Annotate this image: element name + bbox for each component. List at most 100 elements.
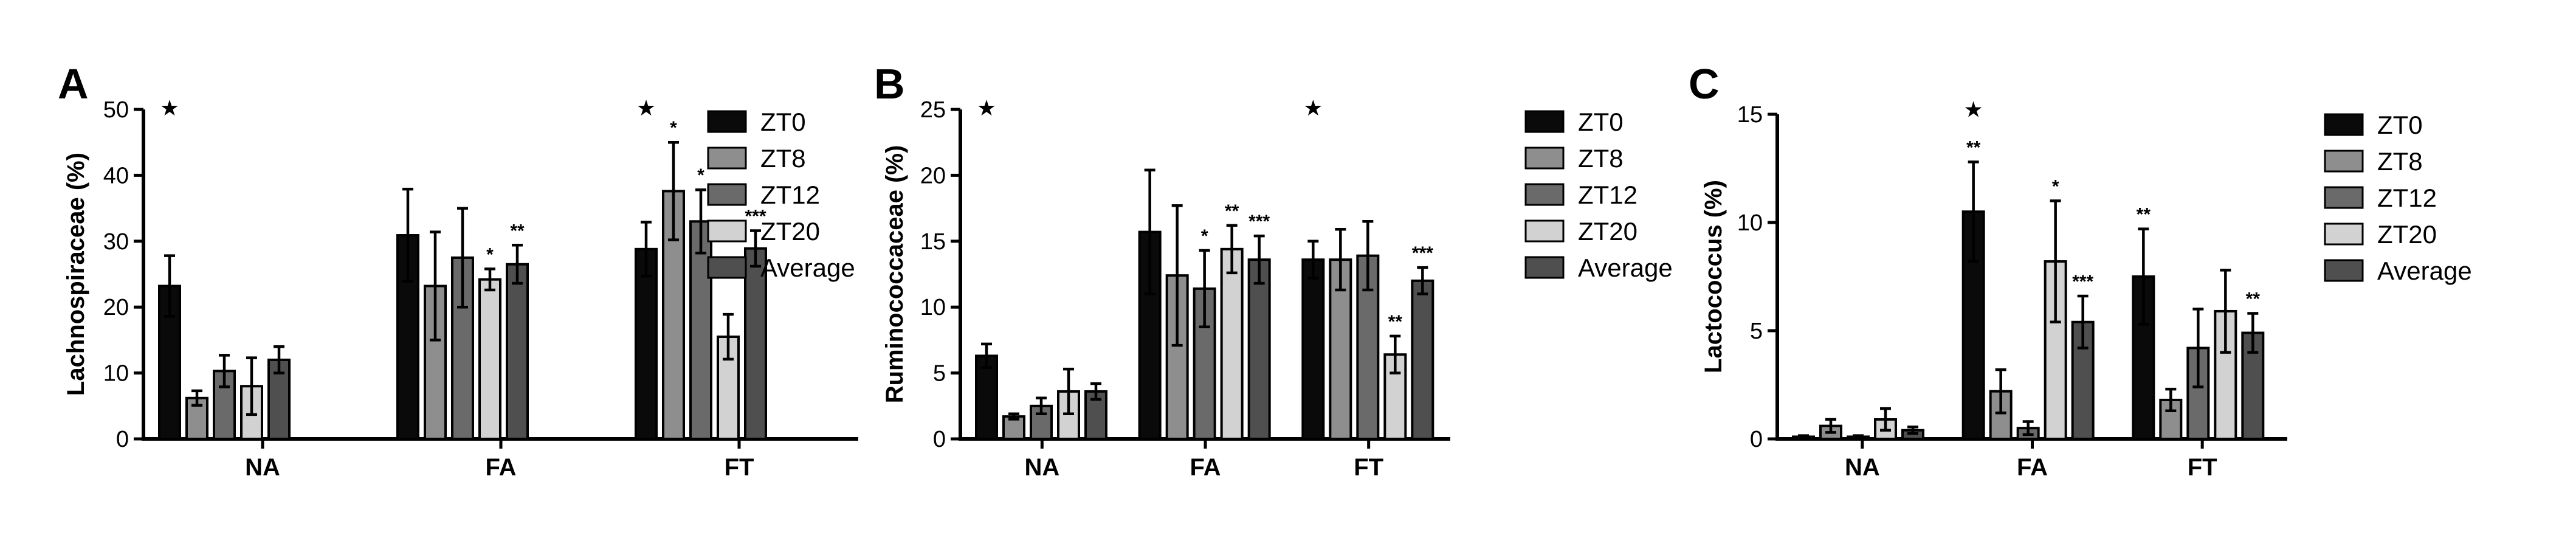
legend-swatch (707, 147, 747, 170)
significance-star: ★ (1964, 97, 1983, 122)
error-bar (1253, 234, 1265, 285)
error-bar (1144, 168, 1155, 295)
error-bar (2050, 199, 2061, 324)
error-bar (1335, 228, 1346, 292)
legend-label: ZT8 (760, 144, 806, 173)
legend-label: ZT0 (1578, 108, 1624, 136)
y-tick-label: 30 (103, 229, 129, 255)
y-tick-label: 10 (1737, 210, 1763, 236)
legend-label: ZT8 (2377, 147, 2423, 176)
significance-star: ★ (636, 96, 656, 121)
error-bar (750, 229, 761, 268)
error-bar (274, 345, 284, 374)
significance-asterisk: * (670, 118, 677, 138)
error-bar (1199, 249, 1210, 328)
bar (1220, 247, 1244, 440)
error-bar (457, 207, 468, 309)
legend-swatch (707, 110, 747, 133)
y-tick-label: 0 (116, 427, 129, 452)
error-bar (723, 312, 734, 361)
error-bar (1008, 412, 1019, 421)
error-bar (191, 389, 202, 407)
panel-letter: C (1689, 60, 1720, 108)
error-bar (1226, 224, 1238, 275)
significance-asterisk: ** (1388, 312, 1403, 332)
bar (267, 358, 291, 440)
error-bar (2165, 387, 2177, 412)
y-tick-label: 15 (920, 229, 946, 255)
bar (1301, 258, 1325, 440)
y-axis-label: Ruminococcaceae (%) (881, 145, 908, 404)
significance-asterisk: *** (745, 206, 766, 226)
legend-label: ZT20 (2377, 220, 2437, 249)
significance-asterisk: * (697, 165, 704, 185)
legend-swatch (707, 183, 747, 206)
error-bar (164, 254, 175, 318)
error-bar (1417, 266, 1428, 295)
error-bar (1171, 204, 1183, 347)
bar (396, 234, 419, 440)
y-tick-label: 50 (103, 97, 129, 123)
panel-letter: B (874, 60, 905, 108)
legend-label: ZT8 (1578, 144, 1624, 173)
significance-asterisk: * (2052, 176, 2059, 196)
significance-star: ★ (1303, 96, 1323, 121)
legend-swatch (707, 219, 747, 243)
legend-swatch (2324, 259, 2364, 282)
x-tick-label: NA (245, 454, 280, 481)
significance-asterisk: * (1201, 226, 1208, 246)
error-bar (484, 267, 495, 292)
error-bar (2022, 420, 2034, 436)
significance-asterisk: ** (1966, 137, 1981, 157)
legend-label: ZT12 (760, 181, 820, 209)
error-bar (668, 140, 679, 241)
error-bar (1880, 407, 1891, 432)
error-bar (1995, 368, 2006, 415)
legend-swatch (707, 256, 747, 279)
error-bar (1825, 418, 1836, 434)
y-tick-label: 5 (1750, 319, 1763, 344)
bar (1961, 210, 1985, 440)
legend-label: ZT12 (2377, 184, 2437, 212)
y-tick-label: 40 (103, 163, 129, 188)
legend-label: ZT12 (1578, 181, 1638, 209)
error-bar (1907, 426, 1918, 435)
legend-label: Average (2377, 257, 2472, 285)
legend-swatch (1524, 110, 1565, 133)
significance-star: ★ (160, 96, 179, 121)
bar (635, 247, 658, 440)
error-bar (512, 244, 523, 285)
bar (1247, 258, 1271, 440)
x-tick-label: FT (2188, 454, 2217, 481)
error-bar (1390, 334, 1401, 374)
x-tick-label: NA (1845, 454, 1880, 481)
x-tick-label: FA (485, 454, 516, 481)
error-bar (981, 342, 992, 370)
legend-swatch (2324, 186, 2364, 209)
legend-swatch (1524, 183, 1565, 206)
bar (1411, 279, 1434, 440)
error-bar (695, 188, 706, 255)
error-bar (1307, 240, 1319, 280)
x-tick-label: NA (1024, 454, 1059, 481)
y-axis-label: Lachnospiraceae (%) (63, 153, 89, 396)
significance-star: ★ (977, 96, 996, 121)
significance-asterisk: *** (2072, 272, 2093, 292)
significance-asterisk: *** (1412, 243, 1433, 263)
error-bar (641, 221, 652, 278)
significance-asterisk: ** (2137, 205, 2151, 225)
error-bar (402, 187, 413, 283)
error-bar (1798, 434, 1809, 440)
error-bar (1362, 220, 1374, 292)
legend-label: ZT0 (2377, 111, 2423, 139)
legend-swatch (1524, 219, 1565, 243)
bar (506, 263, 529, 440)
x-tick-label: FT (725, 454, 754, 481)
error-bar (2220, 269, 2231, 354)
bar (478, 278, 501, 440)
y-tick-label: 20 (920, 163, 946, 188)
legend-swatch (1524, 256, 1565, 279)
